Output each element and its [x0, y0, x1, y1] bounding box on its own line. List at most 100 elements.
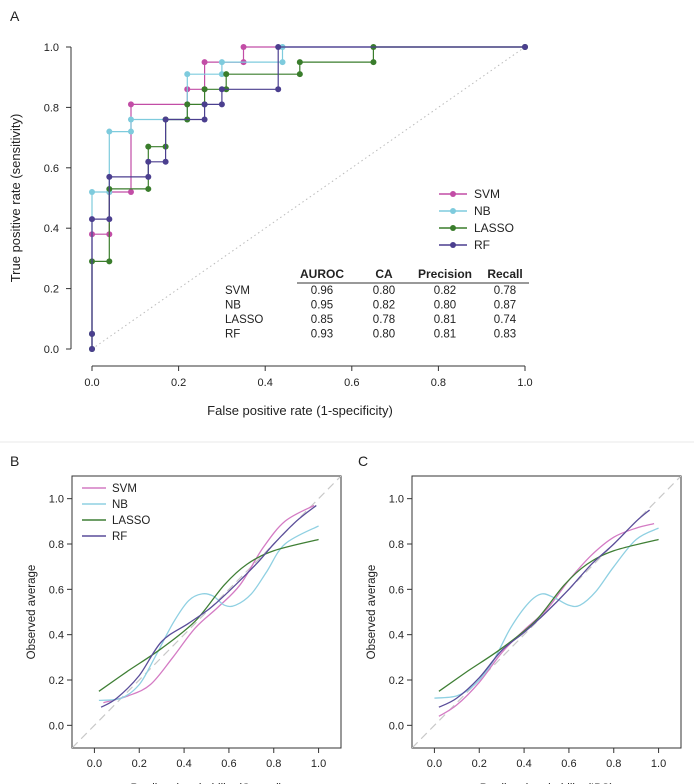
roc-point: [127, 116, 134, 123]
table-cell: 0.80: [373, 285, 395, 297]
table-cell: 0.85: [311, 314, 333, 326]
roc-point: [106, 128, 113, 135]
x-tick-label: 0.4: [176, 758, 191, 770]
table-row-label: SVM: [225, 285, 250, 297]
panel-c: C0.00.20.40.60.81.00.00.20.40.60.81.0Pre…: [358, 453, 682, 784]
y-tick-label: 1.0: [389, 494, 404, 506]
x-tick-label: 1.0: [311, 758, 326, 770]
x-tick-label: 1.0: [517, 377, 532, 389]
x-tick-label: 0.6: [561, 758, 576, 770]
y-tick-label: 1.0: [49, 494, 64, 506]
y-tick-label: 0.6: [389, 584, 404, 596]
legend-label-rf: RF: [112, 531, 127, 543]
roc-point: [89, 188, 95, 195]
y-tick-label: 0.4: [44, 223, 59, 235]
roc-series-nb: [89, 44, 528, 352]
roc-point: [201, 86, 208, 93]
x-tick-label: 0.8: [431, 377, 446, 389]
panel-letter-a: A: [10, 8, 20, 24]
calibration-curve-rf: [438, 509, 651, 708]
legend-label-svm: SVM: [474, 187, 500, 201]
table-header: Recall: [487, 267, 522, 281]
roc-point: [184, 101, 191, 108]
roc-point: [145, 143, 152, 150]
table-cell: 0.82: [434, 285, 456, 297]
table-row-label: LASSO: [225, 314, 263, 326]
legend-label-nb: NB: [112, 499, 128, 511]
roc-point: [162, 116, 169, 123]
roc-point: [275, 44, 282, 50]
table-cell: 0.95: [311, 300, 333, 312]
table-cell: 0.78: [494, 285, 516, 297]
roc-point: [127, 128, 134, 135]
roc-point: [240, 44, 247, 50]
x-tick-label: 0.0: [87, 758, 102, 770]
x-tick-label: 0.0: [427, 758, 442, 770]
roc-line-svm: [91, 46, 526, 350]
x-tick-label: 0.8: [606, 758, 621, 770]
roc-point: [106, 258, 113, 265]
y-axis-label: Observed average: [26, 565, 38, 660]
y-tick-label: 0.6: [49, 584, 64, 596]
roc-point: [201, 101, 208, 108]
roc-point: [89, 346, 95, 352]
y-tick-label: 0.8: [49, 539, 64, 551]
legend-label-svm: SVM: [112, 483, 137, 495]
y-tick-label: 0.2: [49, 675, 64, 687]
roc-line-rf: [91, 46, 526, 350]
table-cell: 0.96: [311, 285, 333, 297]
table-header: AUROC: [300, 267, 344, 281]
calibration-curve-nb: [434, 527, 659, 699]
y-axis-label: Observed average: [366, 565, 378, 660]
roc-point: [522, 44, 528, 50]
panel-b: B0.00.20.40.60.81.00.00.20.40.60.81.0Pre…: [10, 453, 342, 784]
roc-point: [296, 59, 303, 66]
roc-line-lasso: [91, 46, 526, 350]
table-cell: 0.87: [494, 300, 516, 312]
table-header: CA: [375, 267, 393, 281]
roc-point: [218, 86, 225, 93]
y-tick-label: 0.4: [49, 630, 64, 642]
panel-letter-c: C: [358, 453, 368, 469]
roc-line-nb: [91, 46, 526, 350]
x-tick-label: 0.4: [516, 758, 531, 770]
roc-point: [162, 158, 169, 165]
table-cell: 0.74: [494, 314, 517, 326]
roc-point: [89, 216, 95, 223]
legend-marker: [450, 242, 456, 248]
y-tick-label: 0.4: [389, 630, 404, 642]
x-tick-label: 0.6: [344, 377, 359, 389]
y-tick-label: 0.8: [44, 102, 59, 114]
y-tick-label: 0.2: [389, 675, 404, 687]
y-tick-label: 0.2: [44, 284, 59, 296]
x-tick-label: 0.2: [472, 758, 487, 770]
roc-series-rf: [89, 44, 528, 352]
table-cell: 0.93: [311, 329, 333, 341]
calibration-curve-lasso: [438, 538, 659, 692]
roc-point: [89, 330, 95, 337]
y-tick-label: 0.6: [44, 163, 59, 175]
roc-point: [145, 173, 152, 180]
roc-point: [184, 71, 191, 78]
legend-marker: [450, 208, 456, 214]
plot-frame: [71, 475, 342, 749]
y-tick-label: 0.0: [389, 720, 404, 732]
x-tick-label: 1.0: [651, 758, 666, 770]
legend-label-lasso: LASSO: [112, 515, 150, 527]
plot-area: [412, 476, 681, 748]
roc-point: [223, 71, 230, 78]
roc-point: [275, 86, 282, 93]
x-axis-label: False positive rate (1-specificity): [207, 403, 393, 418]
x-tick-label: 0.4: [258, 377, 273, 389]
table-cell: 0.81: [434, 329, 456, 341]
table-cell: 0.83: [494, 329, 516, 341]
plot-frame: [411, 475, 682, 749]
roc-point: [201, 59, 208, 66]
roc-point: [218, 71, 225, 78]
table-row-label: NB: [225, 300, 241, 312]
calibration-curve-svm: [438, 522, 655, 717]
y-tick-label: 0.0: [44, 344, 59, 356]
y-tick-label: 0.0: [49, 720, 64, 732]
x-tick-label: 0.0: [84, 377, 99, 389]
table-header: Precision: [418, 267, 472, 281]
